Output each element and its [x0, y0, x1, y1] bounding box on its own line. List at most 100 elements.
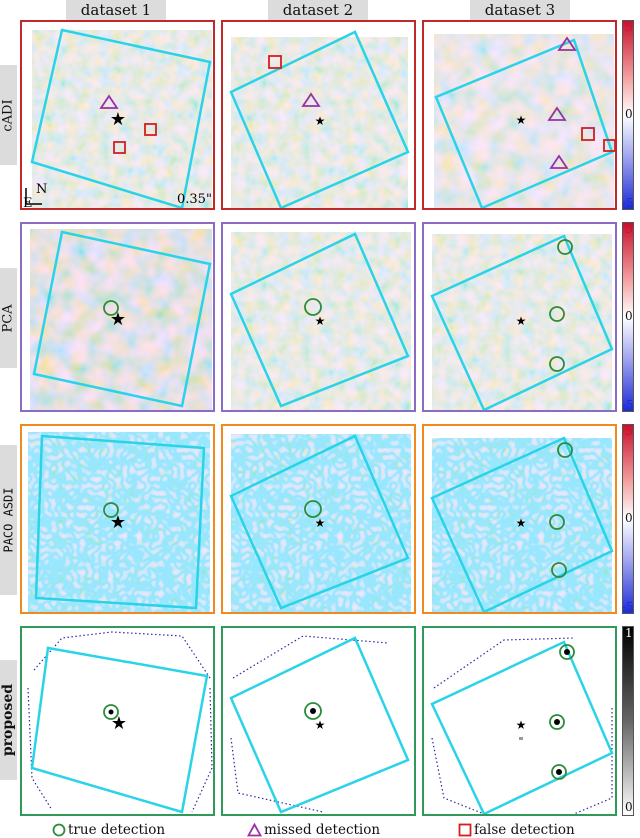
true-detection-marker	[103, 300, 119, 316]
true-detection-marker	[549, 514, 565, 530]
detection-map: ★	[229, 635, 410, 814]
residual-map: ★	[430, 436, 614, 612]
false-detection-marker	[603, 139, 615, 152]
field-of-view-outline	[229, 636, 410, 814]
panel-proposed-dataset-1: ★	[20, 626, 215, 816]
residual-map: ★	[229, 30, 410, 208]
true-detection-marker	[557, 442, 573, 458]
true-detection-marker	[551, 764, 567, 780]
star-icon: ★	[516, 718, 527, 732]
star-icon: ★	[111, 713, 127, 734]
true-detection-marker	[103, 704, 119, 720]
panel-cadi-dataset-3: ★	[422, 20, 617, 210]
legend: true detection missed detection false de…	[0, 822, 640, 838]
field-of-view-outline	[229, 232, 410, 408]
panel-cadi-dataset-2: ★	[221, 20, 416, 210]
row-header-paco-asdi: PACO ASDI	[0, 445, 17, 595]
red-square-icon	[458, 823, 472, 837]
star-icon: ★	[110, 512, 126, 533]
column-header-dataset-2: dataset 2	[268, 0, 368, 20]
field-of-view-outline	[430, 640, 614, 814]
scale-label: 0.35"	[177, 192, 212, 207]
compass-east: E	[23, 196, 33, 210]
field-of-view-outline	[30, 646, 209, 814]
panel-cadi-dataset-1: ★ N E 0.35"	[20, 20, 215, 210]
panel-proposed-dataset-2: ★	[221, 626, 416, 816]
column-header-dataset-1: dataset 1	[66, 0, 166, 20]
missed-detection-marker	[301, 92, 321, 107]
field-of-view-outline	[30, 28, 212, 208]
green-circle-icon	[52, 823, 66, 837]
colorbar-proposed	[622, 626, 634, 816]
residual-map: ★	[25, 28, 212, 208]
colorbar-tick-top: 5	[625, 222, 633, 236]
detection-map: ★	[27, 631, 213, 814]
residual-map: ★	[229, 232, 411, 410]
colorbar-tick-bottom: 0	[625, 800, 633, 814]
colorbar-tick-mid: 0	[625, 309, 633, 323]
colorbar-tick-top: 1	[625, 626, 633, 640]
false-detection-marker	[113, 141, 126, 154]
true-detection-marker	[551, 562, 567, 578]
false-detection-marker	[268, 55, 282, 69]
compass-north: N	[36, 182, 48, 197]
purple-triangle-icon	[247, 823, 262, 837]
star-icon: ★	[516, 314, 527, 328]
field-of-view-outline	[32, 230, 212, 408]
field-of-view-outline	[434, 38, 614, 208]
row-header-proposed: proposed	[0, 660, 17, 780]
field-of-view-outline	[229, 434, 410, 610]
true-detection-marker	[549, 714, 565, 730]
colorbar-tick-top: 5	[625, 424, 633, 438]
colorbar-tick-mid: 0	[625, 511, 633, 525]
legend-missed-detection: missed detection	[247, 822, 380, 838]
residual-map: ★	[229, 434, 411, 612]
colorbar-tick-bottom: -5	[622, 398, 634, 412]
star-icon: ★	[315, 314, 326, 328]
star-icon: ★	[110, 109, 126, 130]
true-detection-marker	[559, 644, 575, 660]
field-of-view-outline	[229, 30, 410, 208]
true-detection-marker	[304, 500, 322, 518]
row-header-cadi: cADI	[0, 65, 17, 165]
true-detection-marker	[304, 298, 322, 316]
missed-detection-marker	[547, 106, 567, 121]
compass	[25, 188, 42, 205]
legend-true-detection: true detection	[52, 822, 165, 838]
field-of-view-outline	[430, 234, 614, 410]
panel-paco-dataset-1: ★	[20, 424, 215, 614]
star-icon: ★	[516, 516, 527, 530]
residual-map: ★	[434, 34, 615, 208]
colorbar-paco	[622, 424, 634, 614]
false-detection-marker	[144, 123, 157, 136]
legend-false-detection: false detection	[458, 822, 575, 838]
true-detection-marker	[304, 702, 322, 720]
star-icon: ★	[315, 516, 326, 530]
colorbar-tick-bottom: -5	[622, 600, 634, 614]
colorbar-tick-top: 5	[625, 20, 633, 34]
true-detection-marker	[103, 502, 119, 518]
colorbar-tick-bottom: -5	[622, 196, 634, 210]
residual-map: ★	[30, 229, 212, 410]
star-icon: ★	[516, 113, 527, 127]
column-header-dataset-3: dataset 3	[470, 0, 570, 20]
detection-map: ★	[430, 637, 614, 814]
panel-paco-dataset-2: ★	[221, 424, 416, 614]
star-icon: ★	[110, 309, 126, 330]
star-icon: ★	[315, 718, 326, 732]
residual-map: ★	[28, 432, 210, 612]
field-of-view-outline	[430, 436, 614, 612]
panel-pca-dataset-1: ★	[20, 222, 215, 412]
missed-detection-marker	[557, 36, 577, 51]
colorbar-cadi	[622, 20, 634, 210]
panel-paco-dataset-3: ★	[422, 424, 617, 614]
true-detection-marker	[557, 239, 573, 255]
panel-pca-dataset-3: ★	[422, 222, 617, 412]
panel-proposed-dataset-3: ★	[422, 626, 617, 816]
field-of-view-outline	[34, 434, 206, 610]
true-detection-marker	[549, 306, 565, 322]
missed-detection-marker	[99, 94, 119, 109]
residual-map: ★	[430, 234, 614, 410]
panel-pca-dataset-2: ★	[221, 222, 416, 412]
colorbar-tick-mid: 0	[625, 107, 633, 121]
